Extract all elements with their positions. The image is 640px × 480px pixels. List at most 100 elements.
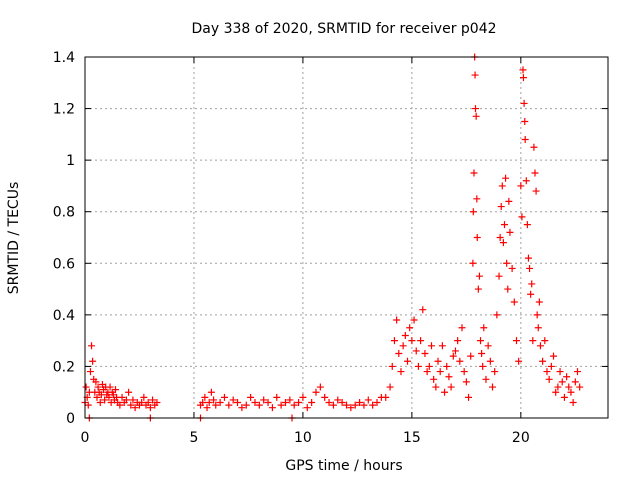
data-point: [360, 401, 368, 409]
data-point: [432, 383, 440, 391]
data-point: [277, 401, 285, 409]
data-point: [210, 396, 218, 404]
data-point: [421, 350, 429, 358]
data-point: [325, 399, 333, 407]
data-point: [519, 66, 527, 74]
data-point: [93, 393, 101, 401]
y-tick-label: 0: [66, 411, 75, 427]
data-point: [436, 368, 444, 376]
data-point: [541, 337, 549, 345]
data-point: [470, 169, 478, 177]
data-point: [412, 347, 420, 355]
data-point: [343, 401, 350, 409]
y-tick-label: 0.2: [53, 359, 75, 375]
data-point: [140, 393, 148, 401]
data-point: [473, 234, 481, 241]
data-point: [443, 362, 451, 370]
data-point: [576, 383, 584, 391]
data-point: [423, 368, 431, 376]
data-point: [303, 404, 311, 412]
data-point: [268, 404, 276, 412]
y-tick-label: 0.8: [53, 205, 75, 221]
data-point: [521, 136, 529, 144]
data-point: [369, 401, 377, 409]
data-point: [536, 342, 544, 350]
data-point: [467, 352, 475, 360]
data-point: [105, 393, 113, 401]
data-point: [414, 362, 422, 370]
data-point: [295, 399, 303, 407]
data-point: [86, 368, 94, 376]
data-point: [491, 368, 499, 376]
data-point: [539, 357, 547, 365]
data-point: [399, 342, 407, 350]
data-point: [531, 169, 539, 177]
data-point: [281, 399, 289, 407]
data-point: [286, 396, 294, 404]
data-point: [382, 393, 390, 401]
data-point: [560, 393, 568, 401]
data-point: [216, 399, 224, 407]
data-point: [527, 290, 535, 298]
data-point: [401, 331, 409, 339]
data-point: [430, 375, 438, 383]
data-point: [543, 368, 551, 376]
data-point: [125, 388, 133, 396]
data-point: [529, 337, 537, 345]
x-tick-label: 15: [403, 430, 421, 446]
data-point: [153, 399, 161, 407]
data-point: [356, 399, 364, 407]
data-point: [82, 383, 90, 391]
data-point: [329, 401, 337, 409]
data-point: [515, 357, 523, 365]
data-point: [493, 311, 501, 319]
data-point: [290, 401, 298, 409]
data-point: [503, 259, 511, 267]
data-point: [255, 401, 263, 409]
axis-ticks: 0 0.2 0.4 0.6 0.8 1 1.2 1.4 0 5 10 15 20: [53, 50, 608, 446]
data-point: [472, 105, 480, 113]
data-point: [451, 347, 459, 355]
data-point: [427, 342, 435, 350]
data-point: [116, 401, 124, 409]
x-tick-label: 5: [189, 430, 198, 446]
data-point: [112, 386, 120, 394]
data-point: [351, 401, 359, 409]
data-point: [238, 404, 246, 412]
data-point: [498, 182, 506, 190]
data-point: [207, 388, 215, 396]
data-point: [552, 388, 560, 396]
x-tick-label: 0: [81, 430, 90, 446]
data-point: [321, 393, 329, 401]
x-tick-label: 10: [294, 430, 312, 446]
data-point: [106, 383, 114, 391]
data-point: [469, 259, 477, 267]
data-point: [482, 375, 490, 383]
data-point: [101, 396, 109, 404]
data-point: [484, 342, 492, 350]
data-point: [524, 254, 532, 262]
data-point: [441, 388, 449, 396]
data-point: [499, 239, 507, 247]
data-point: [84, 401, 92, 409]
data-point: [475, 272, 483, 280]
y-axis-label: SRMTID / TECUs: [6, 182, 22, 295]
data-point: [486, 357, 494, 365]
y-tick-label: 1: [66, 153, 75, 169]
data-point: [386, 383, 394, 391]
data-point: [96, 399, 104, 407]
data-point: [520, 99, 528, 107]
y-tick-label: 0.6: [53, 256, 75, 272]
data-point: [445, 373, 453, 381]
data-point: [410, 316, 418, 324]
data-point: [373, 399, 381, 407]
y-tick-label: 1.2: [53, 102, 75, 118]
data-point: [547, 362, 555, 370]
data-point: [479, 362, 487, 370]
data-point: [510, 298, 518, 306]
data-point: [556, 368, 564, 376]
data-point: [535, 298, 543, 306]
data-point: [567, 388, 575, 396]
data-point: [312, 388, 320, 396]
